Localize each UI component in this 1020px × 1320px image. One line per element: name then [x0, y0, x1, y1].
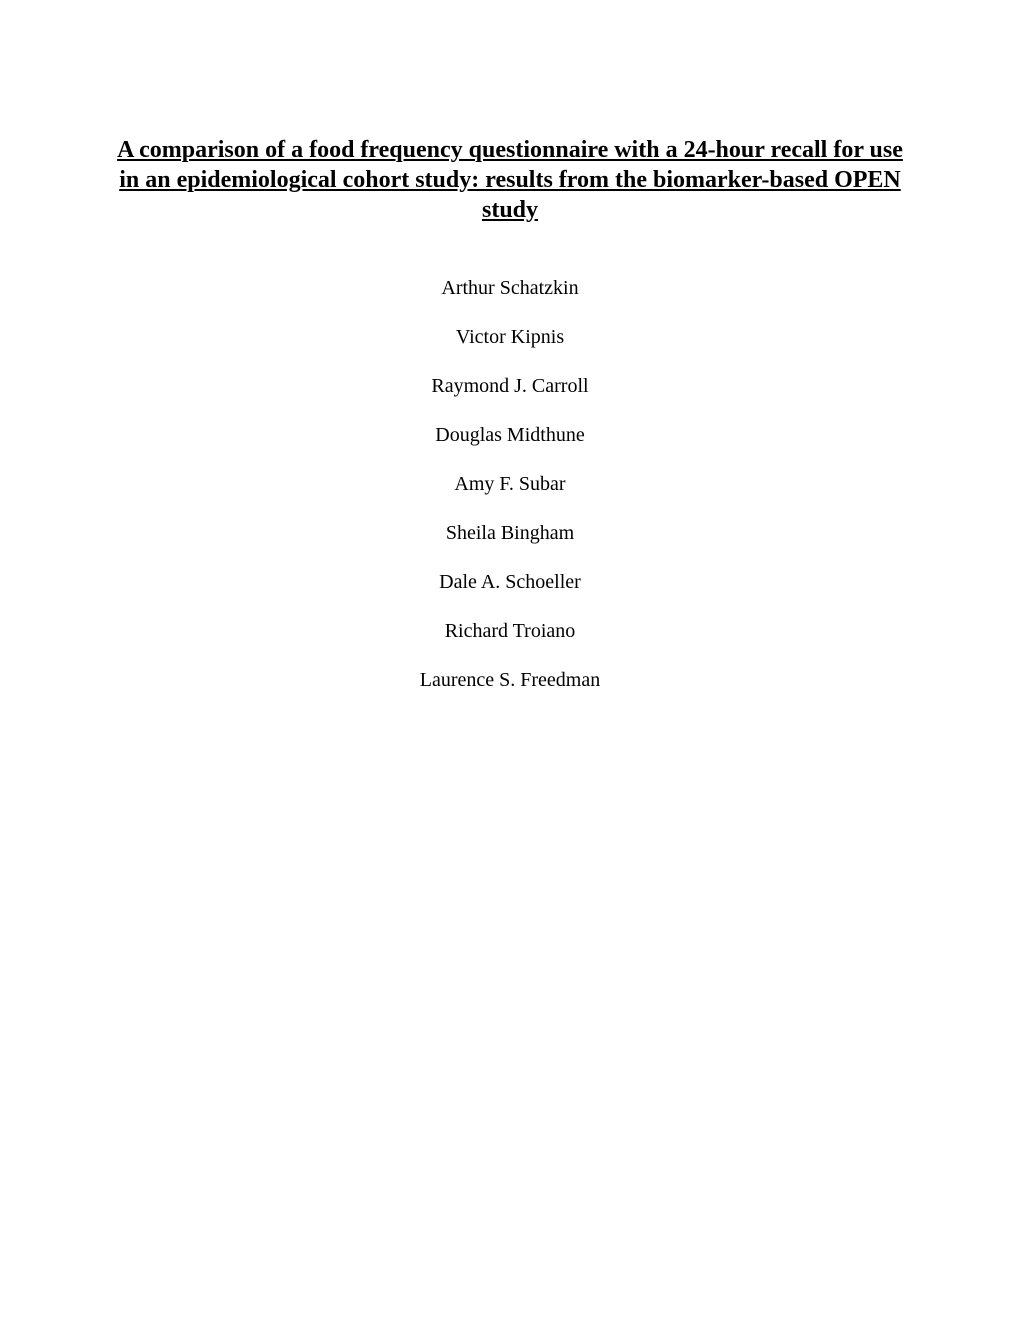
author-name: Dale A. Schoeller — [439, 569, 581, 595]
author-name: Victor Kipnis — [456, 324, 564, 350]
page-container: A comparison of a food frequency questio… — [0, 0, 1020, 693]
author-name: Amy F. Subar — [454, 471, 565, 497]
author-name: Richard Troiano — [445, 618, 576, 644]
paper-title: A comparison of a food frequency questio… — [112, 135, 908, 225]
author-name: Laurence S. Freedman — [420, 667, 600, 693]
author-name: Raymond J. Carroll — [431, 373, 588, 399]
author-name: Sheila Bingham — [446, 520, 574, 546]
author-list: Arthur Schatzkin Victor Kipnis Raymond J… — [420, 275, 600, 693]
author-name: Arthur Schatzkin — [441, 275, 578, 301]
author-name: Douglas Midthune — [435, 422, 584, 448]
